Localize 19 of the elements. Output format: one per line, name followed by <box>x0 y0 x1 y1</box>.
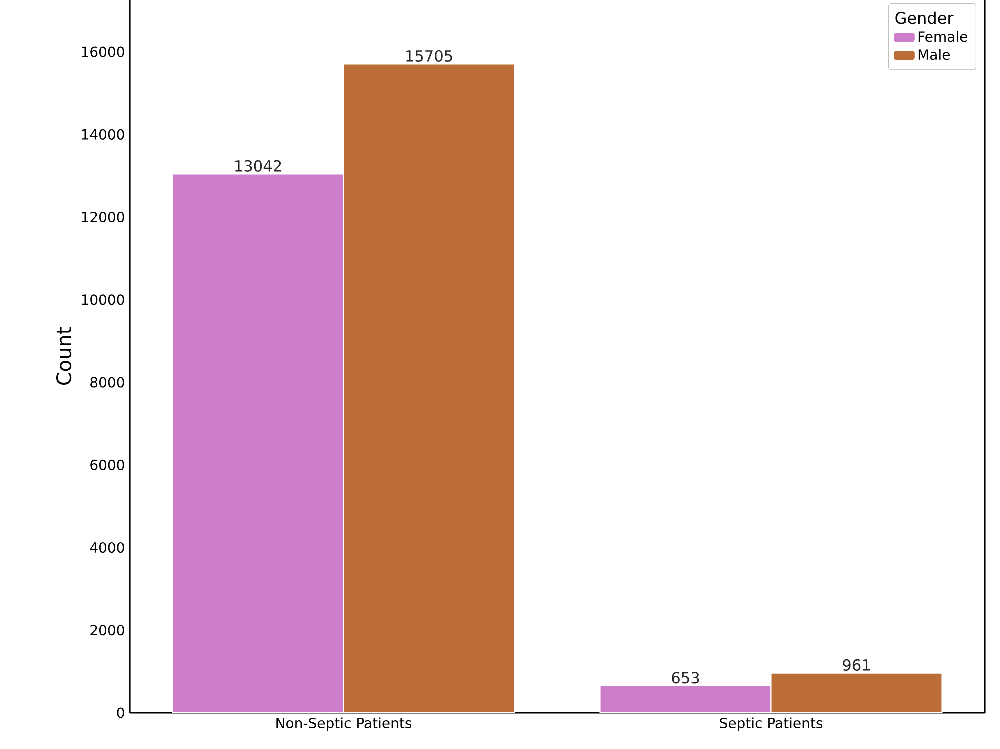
y-tick-label: 12000 <box>82 212 124 223</box>
legend-label: Male <box>918 49 950 60</box>
data-label: 653 <box>672 672 700 684</box>
y-tick-label: 0 <box>117 708 124 718</box>
y-tick-label: 10000 <box>82 294 124 306</box>
data-label: 13042 <box>236 160 282 172</box>
y-tick-label: 2000 <box>90 625 124 636</box>
y-axis-title: Count <box>56 327 72 386</box>
legend-label: Female <box>918 31 968 42</box>
legend-title: Gender <box>896 12 954 24</box>
y-tick-label: 14000 <box>82 129 124 140</box>
y-tick-label: 16000 <box>82 46 124 58</box>
data-label: 961 <box>843 659 870 672</box>
y-tick-label: 6000 <box>90 460 124 470</box>
x-tick-label: Non-Septic Patients <box>276 718 412 732</box>
y-tick-label: 8000 <box>90 377 124 388</box>
y-tick-label: 4000 <box>90 542 124 554</box>
x-tick-label: Septic Patients <box>720 718 823 732</box>
data-label: 15705 <box>406 50 452 62</box>
